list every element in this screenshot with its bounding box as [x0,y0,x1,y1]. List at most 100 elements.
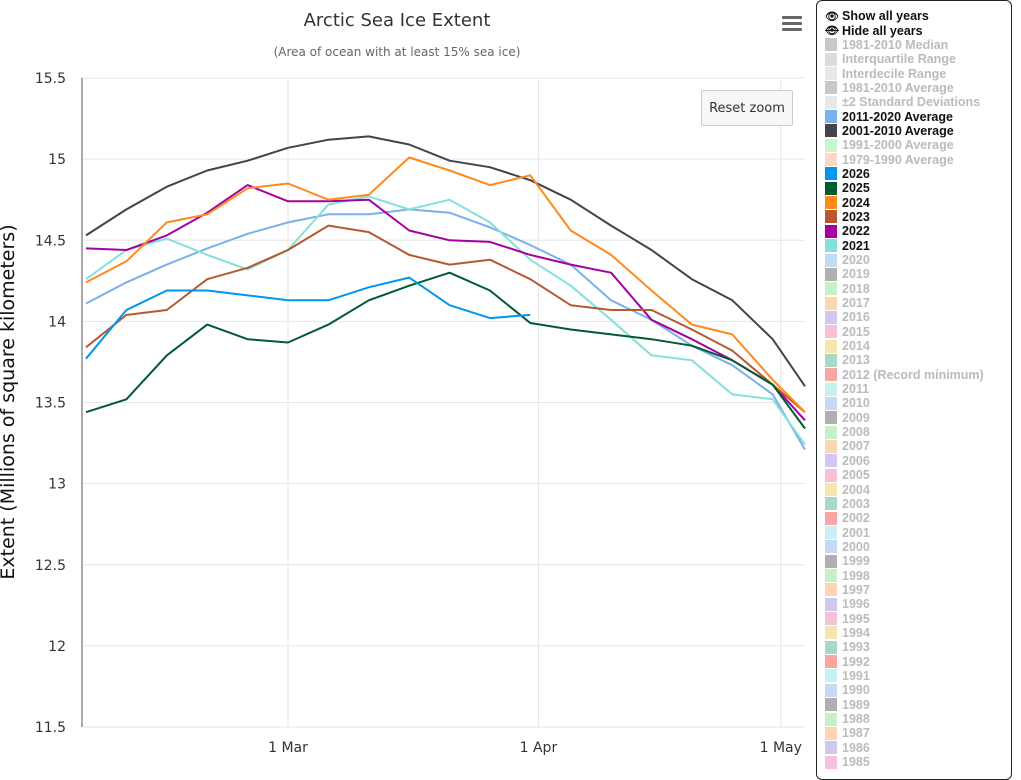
legend-item-1991[interactable]: 1991 [817,669,1011,683]
legend-item-2012-record-minimum-[interactable]: 2012 (Record minimum) [817,368,1011,382]
legend-label: 1981-2010 Median [842,37,949,52]
series-line-2022 [85,184,806,421]
legend-item-1998[interactable]: 1998 [817,568,1011,583]
legend-item-2018[interactable]: 2018 [817,282,1011,296]
legend-item-2001-2010-average[interactable]: 2001-2010 Average [817,124,1011,138]
legend-item-1996[interactable]: 1996 [817,597,1011,611]
legend-item-1992[interactable]: 1992 [817,654,1011,669]
legend-swatch [825,382,837,396]
x-tick-label: 1 Apr [520,740,558,756]
legend-item-1995[interactable]: 1995 [817,611,1011,626]
legend-label: 1990 [842,683,870,698]
legend-item-2004[interactable]: 2004 [817,482,1011,497]
legend-item-2017[interactable]: 2017 [817,296,1011,310]
legend-label: 1986 [842,740,870,755]
eye-slash-icon: 👁 [825,25,839,38]
legend-item-2006[interactable]: 2006 [817,454,1011,468]
legend-item-1986[interactable]: 1986 [817,741,1011,755]
legend-item-2021[interactable]: 2021 [817,239,1011,253]
legend-swatch [825,597,837,611]
legend-swatch [825,396,837,410]
legend-label: 1992 [842,654,870,669]
legend-item-2008[interactable]: 2008 [817,425,1011,439]
legend-item-2001[interactable]: 2001 [817,525,1011,540]
legend-item-2022[interactable]: 2022 [817,224,1011,238]
legend-swatch [825,95,837,109]
y-tick-label: 14.5 [35,233,66,249]
chart-menu-button[interactable] [782,16,802,32]
reset-zoom-button[interactable]: Reset zoom [701,90,793,126]
legend-item-1997[interactable]: 1997 [817,583,1011,597]
x-tick-label: 1 May [760,740,802,756]
legend-item-1989[interactable]: 1989 [817,698,1011,712]
legend-swatch [825,454,837,468]
legend-item-2023[interactable]: 2023 [817,210,1011,224]
legend-swatch [825,683,837,697]
legend-item-2026[interactable]: 2026 [817,167,1011,181]
show-all-years-button[interactable]: 👁 Show all years [817,9,1011,23]
legend-label: 2012 (Record minimum) [842,367,984,382]
legend-label: 2001-2010 Average [842,123,954,138]
legend-item-2013[interactable]: 2013 [817,353,1011,367]
legend-swatch [825,138,837,152]
legend-item-2024[interactable]: 2024 [817,195,1011,210]
legend-swatch [825,339,837,353]
legend-item-2009[interactable]: 2009 [817,411,1011,425]
legend-label: 2024 [842,195,870,210]
y-tick-label: 15 [48,152,66,168]
legend-label: 1979-1990 Average [842,152,954,167]
hide-all-years-button[interactable]: 👁 Hide all years [817,23,1011,38]
legend-item-2019[interactable]: 2019 [817,267,1011,281]
legend-item--2-standard-deviations[interactable]: ±2 Standard Deviations [817,95,1011,109]
legend-item-2010[interactable]: 2010 [817,396,1011,410]
legend-label: 1981-2010 Average [842,80,954,95]
y-tick-label: 13 [48,477,66,493]
legend-item-2016[interactable]: 2016 [817,310,1011,324]
legend-label: Interquartile Range [842,52,956,67]
legend-item-2014[interactable]: 2014 [817,339,1011,353]
legend-item-2007[interactable]: 2007 [817,439,1011,453]
legend-label: 2009 [842,410,870,425]
legend-item-2005[interactable]: 2005 [817,468,1011,482]
legend-swatch [825,353,837,367]
legend-item-interdecile-range[interactable]: Interdecile Range [817,66,1011,81]
legend-item-2000[interactable]: 2000 [817,540,1011,554]
legend-item-1981-2010-average[interactable]: 1981-2010 Average [817,81,1011,95]
legend-item-1990[interactable]: 1990 [817,683,1011,697]
legend-label: 2013 [842,353,870,368]
legend-swatch [825,583,837,597]
legend-item-2003[interactable]: 2003 [817,497,1011,511]
legend-item-2025[interactable]: 2025 [817,181,1011,195]
legend-swatch [825,67,837,81]
legend-swatch [825,196,837,210]
legend-swatch [825,655,837,669]
legend-item-2020[interactable]: 2020 [817,253,1011,267]
legend-item-1981-2010-median[interactable]: 1981-2010 Median [817,38,1011,52]
legend-item-1987[interactable]: 1987 [817,726,1011,740]
y-axis-label: Extent (Millions of square kilometers) [0,224,19,579]
legend-label: 1997 [842,582,870,597]
legend-swatch [825,425,837,439]
legend-label: 2000 [842,539,870,554]
legend-label: Interdecile Range [842,66,947,81]
legend-item-1991-2000-average[interactable]: 1991-2000 Average [817,138,1011,152]
legend-item-2015[interactable]: 2015 [817,325,1011,339]
legend-label: 1991-2000 Average [842,138,954,153]
legend-item-2011-2020-average[interactable]: 2011-2020 Average [817,109,1011,124]
legend-swatch [825,224,837,238]
legend-swatch [825,38,837,52]
eye-icon: 👁 [825,10,839,23]
legend-item-1979-1990-average[interactable]: 1979-1990 Average [817,152,1011,167]
legend-item-interquartile-range[interactable]: Interquartile Range [817,52,1011,66]
legend-item-1999[interactable]: 1999 [817,554,1011,568]
legend-item-1994[interactable]: 1994 [817,626,1011,640]
legend-item-2011[interactable]: 2011 [817,382,1011,396]
legend-item-2002[interactable]: 2002 [817,511,1011,525]
legend-swatch [825,310,837,324]
legend-item-1993[interactable]: 1993 [817,640,1011,654]
y-tick-label: 11.5 [35,720,66,736]
legend-item-1985[interactable]: 1985 [817,755,1011,769]
series-line-2021 [85,195,806,446]
legend-item-1988[interactable]: 1988 [817,712,1011,726]
legend-label: 1999 [842,554,870,569]
